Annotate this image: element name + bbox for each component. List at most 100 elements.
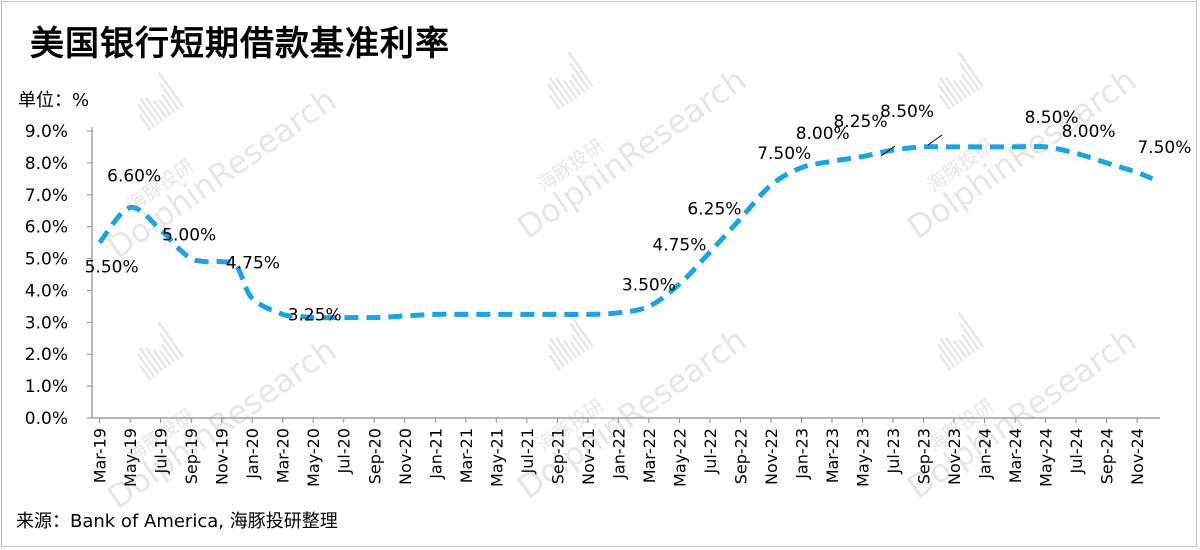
data-label: 5.00% bbox=[162, 226, 216, 246]
x-tick-label: Jan-21 bbox=[426, 428, 445, 480]
unit-label: 单位：% bbox=[18, 90, 90, 111]
x-tick-label: Jul-20 bbox=[335, 428, 354, 474]
watermark-bar bbox=[159, 99, 172, 117]
x-tick-label: Mar-20 bbox=[274, 428, 293, 483]
watermark-bar bbox=[157, 321, 184, 358]
watermark-bar bbox=[138, 114, 152, 131]
watermark-bar bbox=[567, 311, 594, 348]
watermark-bar bbox=[937, 343, 956, 368]
y-tick-label: 1.0% bbox=[25, 377, 68, 397]
x-tick-label: Jul-19 bbox=[152, 428, 171, 474]
x-tick-label: Sep-24 bbox=[1098, 428, 1117, 484]
watermark-text-en: DolphinResearch bbox=[510, 321, 753, 507]
watermark-bar bbox=[137, 103, 156, 128]
watermark-bar bbox=[959, 79, 972, 97]
watermark-bar bbox=[153, 349, 168, 369]
y-tick-label: 2.0% bbox=[25, 345, 68, 365]
y-tick-label: 4.0% bbox=[25, 281, 68, 301]
watermark-bar bbox=[945, 77, 964, 102]
data-label: 8.50% bbox=[880, 102, 934, 122]
x-tick-label: May-21 bbox=[487, 428, 506, 487]
x-tick-label: May-20 bbox=[304, 428, 323, 487]
watermark-bar bbox=[959, 62, 980, 91]
chart-axes: 0.0% 1.0% 2.0% 3.0% 4.0% 5.0% 6.0% 7.0% 8.0% 9.0%… bbox=[25, 122, 1160, 487]
watermark-bar bbox=[549, 77, 570, 105]
chart-title: 美国银行短期借款基准利率 bbox=[30, 24, 450, 64]
x-tick-label: Nov-20 bbox=[396, 428, 415, 485]
watermark-bar bbox=[549, 337, 570, 365]
x-tick-label: Sep-19 bbox=[182, 428, 201, 484]
watermark-text-en: DolphinResearch bbox=[100, 331, 343, 517]
watermark-bar bbox=[139, 97, 160, 125]
y-tick-label: 5.0% bbox=[25, 250, 68, 270]
x-tick-label: Jul-22 bbox=[701, 428, 720, 474]
x-tick-label: Jan-23 bbox=[792, 428, 811, 480]
watermark-bar bbox=[939, 77, 960, 105]
x-tick-label: Sep-22 bbox=[731, 428, 750, 484]
watermark-bar bbox=[548, 354, 562, 371]
label-leader-line bbox=[927, 134, 943, 146]
x-tick-label: Jul-23 bbox=[884, 428, 903, 474]
data-label: 8.00% bbox=[796, 124, 850, 144]
watermark-bar bbox=[555, 77, 574, 102]
label-leader-line bbox=[880, 145, 896, 157]
y-tick-label: 6.0% bbox=[25, 218, 68, 238]
watermark-bar bbox=[563, 339, 578, 359]
x-tick-label: Nov-19 bbox=[213, 428, 232, 485]
watermark-bar bbox=[937, 83, 956, 108]
watermark-bar bbox=[570, 333, 586, 354]
x-tick-label: Sep-21 bbox=[548, 428, 567, 484]
watermark-bar bbox=[570, 73, 586, 94]
x-tick-label: May-19 bbox=[121, 428, 140, 487]
watermark-bar bbox=[569, 339, 582, 357]
watermark-bar bbox=[159, 349, 172, 367]
x-tick-label: Jan-20 bbox=[243, 428, 262, 480]
x-tick-label: Sep-20 bbox=[365, 428, 384, 484]
x-tick-label: May-22 bbox=[670, 428, 689, 487]
series-layer bbox=[97, 143, 1154, 321]
watermark-bar bbox=[569, 322, 590, 351]
x-tick-label: Mar-19 bbox=[91, 428, 110, 483]
watermark-bar bbox=[159, 332, 180, 361]
y-tick-label: 0.0% bbox=[25, 409, 68, 429]
watermark-bar bbox=[959, 339, 972, 357]
x-tick-label: Mar-23 bbox=[823, 428, 842, 483]
watermark-bar bbox=[569, 79, 582, 97]
data-label: 3.25% bbox=[288, 305, 342, 325]
x-tick-label: Jul-24 bbox=[1067, 428, 1086, 474]
series-line bbox=[97, 143, 1154, 321]
x-tick-label: Mar-24 bbox=[1006, 428, 1025, 483]
watermark-bar bbox=[160, 93, 176, 114]
watermark-text-en: DolphinResearch bbox=[900, 61, 1143, 247]
x-tick-label: Jan-24 bbox=[976, 428, 995, 480]
x-tick-label: Jan-22 bbox=[609, 428, 628, 480]
x-tick-label: May-24 bbox=[1037, 428, 1056, 487]
source-note: 来源：Bank of America, 海豚投研整理 bbox=[16, 511, 338, 532]
x-tick-label: Jul-21 bbox=[518, 428, 537, 474]
watermark-bar bbox=[159, 82, 180, 111]
y-tick-label: 7.0% bbox=[25, 186, 68, 206]
watermark-bar bbox=[137, 353, 156, 378]
data-label: 8.00% bbox=[1062, 122, 1116, 142]
x-tick-label: Mar-22 bbox=[640, 428, 659, 483]
y-tick-label: 9.0% bbox=[25, 122, 68, 142]
watermark-bar bbox=[160, 343, 176, 364]
watermark-bar bbox=[960, 73, 976, 94]
watermark-bar bbox=[945, 337, 964, 362]
watermark-bar bbox=[959, 322, 980, 351]
watermark-bar bbox=[938, 94, 952, 111]
watermark-bar bbox=[145, 97, 164, 122]
data-label: 3.50% bbox=[622, 275, 676, 295]
watermark-bar bbox=[939, 337, 960, 365]
data-label: 4.75% bbox=[652, 236, 706, 256]
watermark-bar bbox=[139, 347, 160, 375]
y-tick-label: 8.0% bbox=[25, 154, 68, 174]
watermark-bar bbox=[567, 51, 594, 88]
data-label: 6.60% bbox=[107, 167, 161, 187]
watermark-bar bbox=[138, 364, 152, 381]
watermark-bar bbox=[953, 339, 968, 359]
x-tick-label: May-23 bbox=[853, 428, 872, 487]
watermark-bar bbox=[563, 79, 578, 99]
